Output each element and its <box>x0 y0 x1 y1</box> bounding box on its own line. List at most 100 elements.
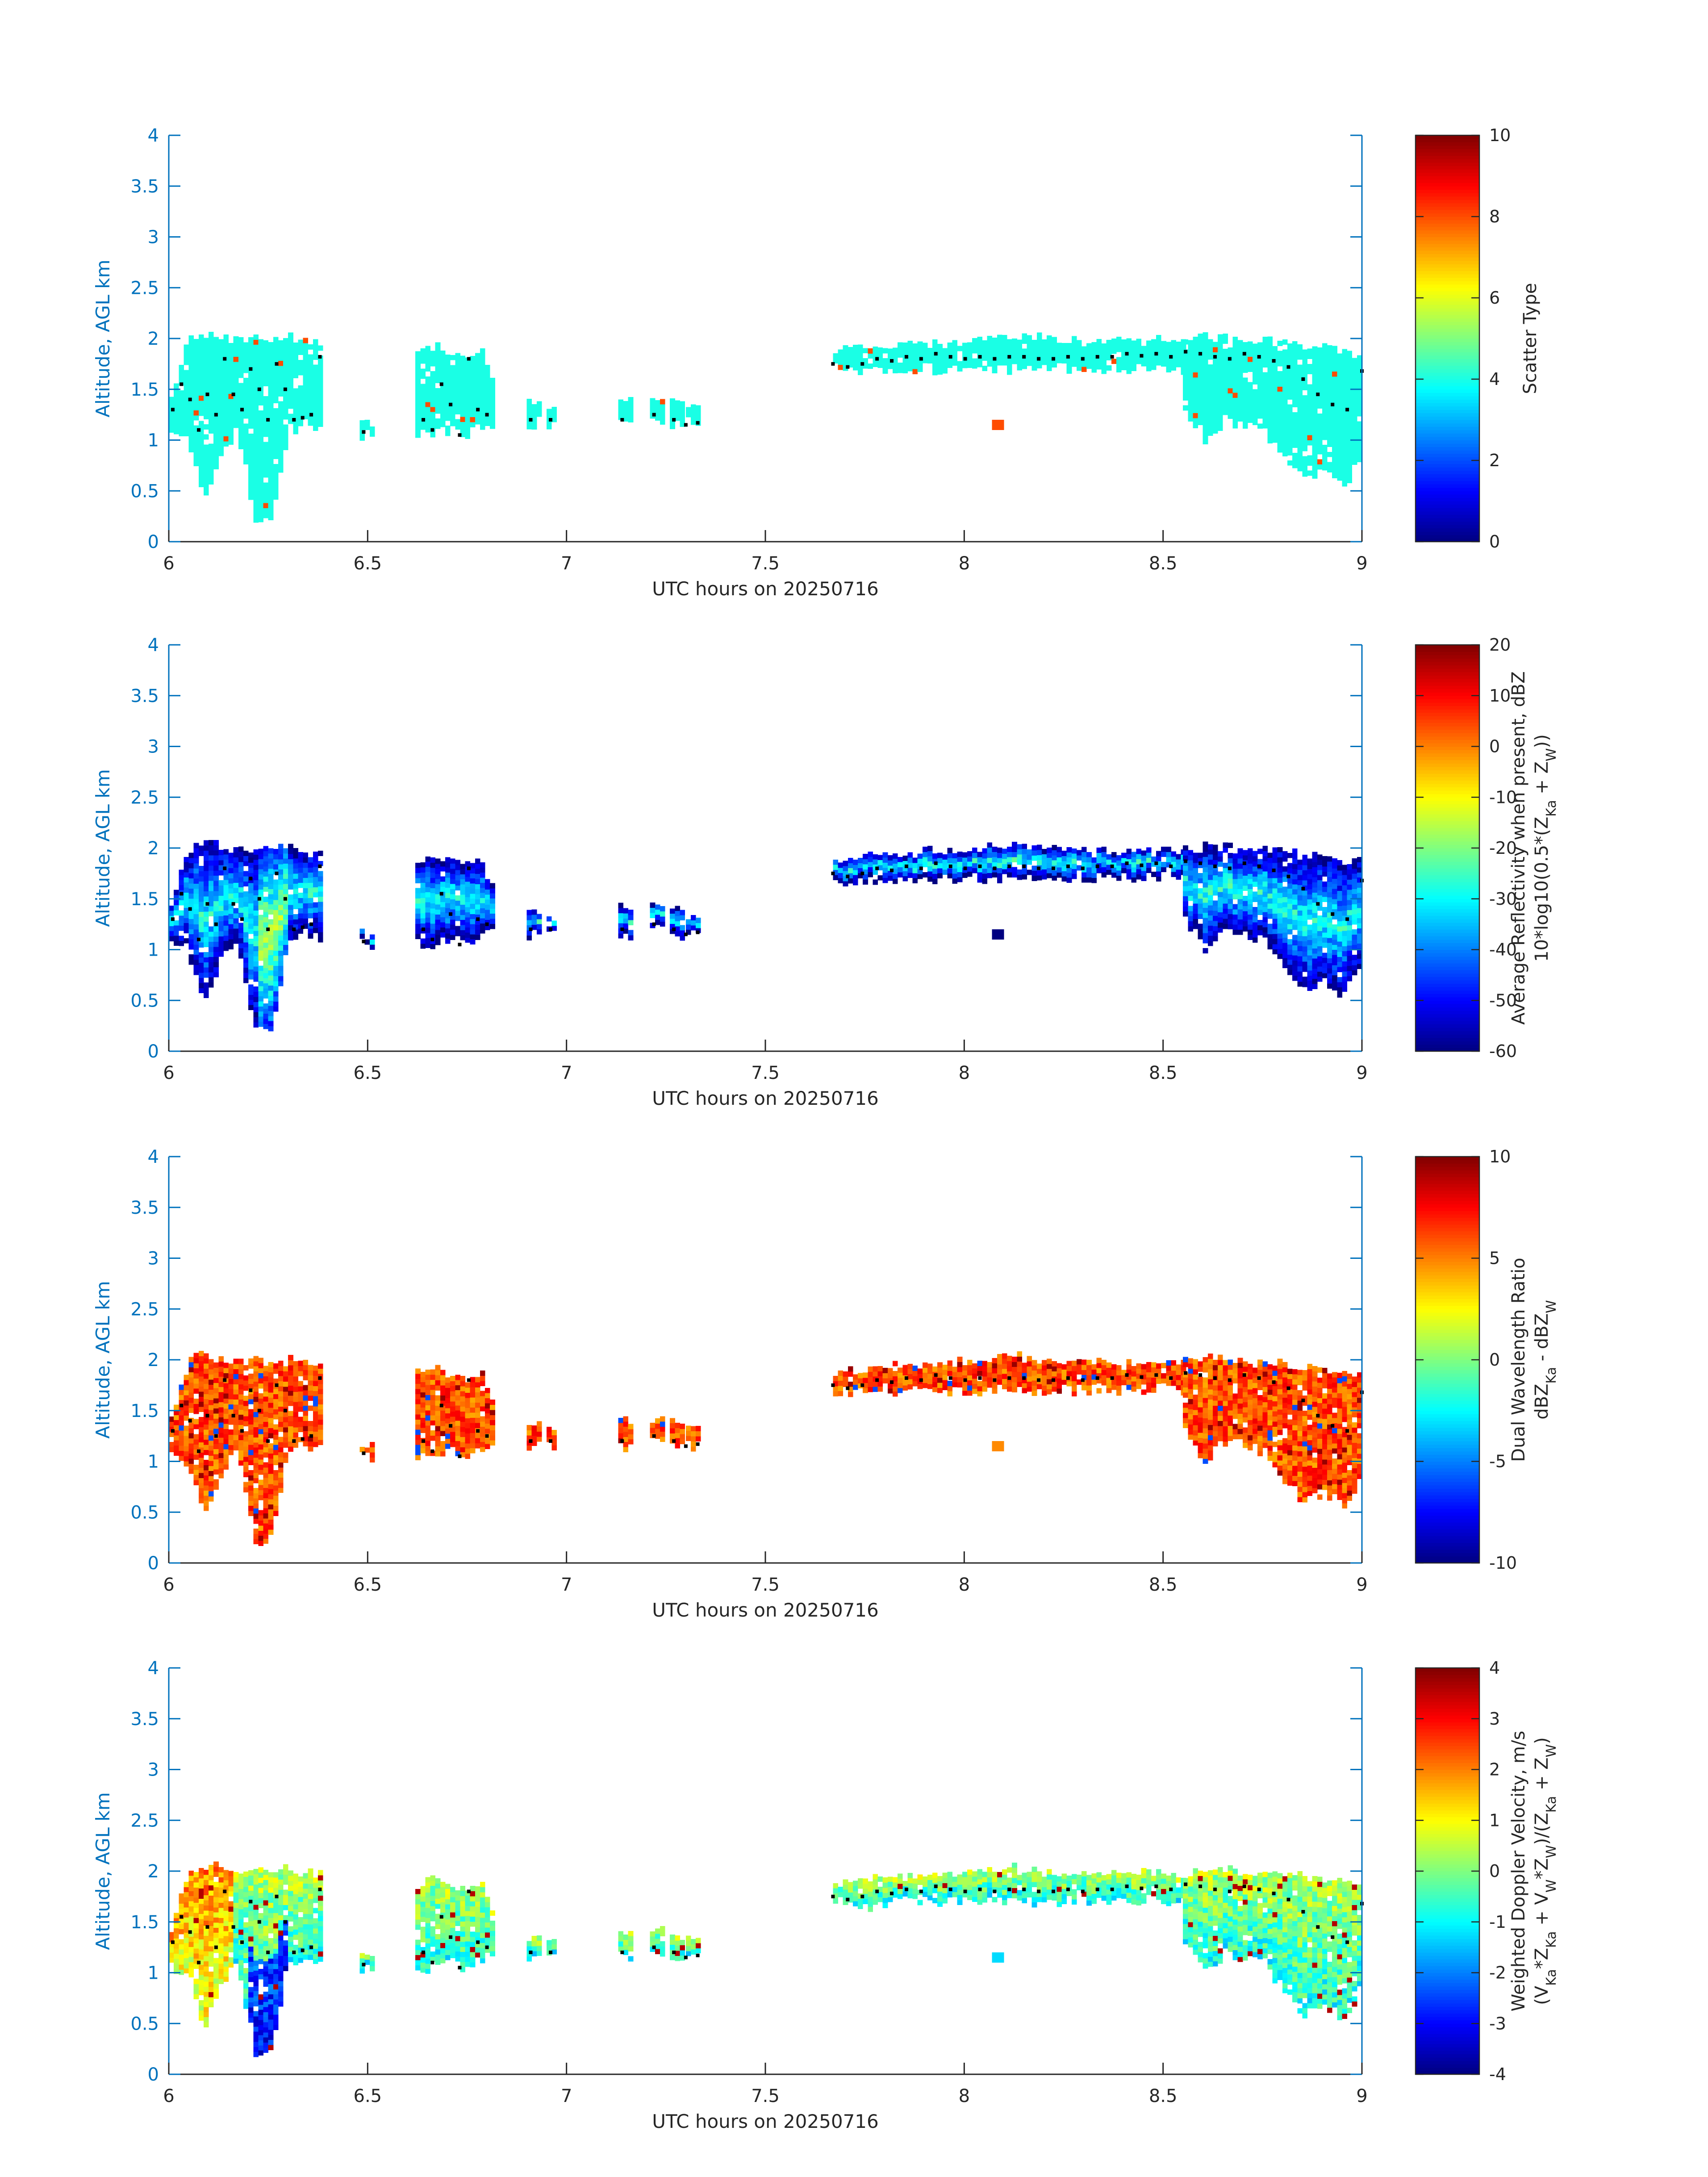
cloud-top-marker <box>205 902 209 906</box>
data-cell <box>1307 369 1313 375</box>
data-cell <box>1322 404 1328 410</box>
data-cell <box>188 923 194 929</box>
data-cell <box>203 404 209 409</box>
data-cell <box>1302 915 1307 921</box>
data-cell <box>1213 885 1218 891</box>
data-cell <box>268 1015 274 1021</box>
data-cell <box>1277 417 1283 422</box>
colorbar-band <box>1416 783 1479 788</box>
data-cell <box>1253 912 1258 918</box>
colorbar-band <box>1416 335 1479 339</box>
data-cell <box>213 337 219 343</box>
data-cell <box>1312 948 1318 954</box>
data-cell <box>278 411 284 417</box>
data-cell <box>1352 424 1357 430</box>
data-cell <box>1347 874 1353 880</box>
data-cell <box>313 892 318 898</box>
data-cell <box>1267 428 1273 434</box>
data-cell <box>470 376 476 382</box>
data-cell <box>445 898 451 903</box>
data-cell <box>293 408 298 414</box>
data-cell <box>293 889 298 894</box>
data-cell <box>1297 880 1303 886</box>
data-cell <box>1337 424 1342 430</box>
data-cell <box>1213 382 1218 388</box>
data-cell <box>1213 905 1218 911</box>
data-cell <box>268 868 274 874</box>
data-cell <box>1161 341 1166 347</box>
data-cell <box>1007 344 1012 350</box>
data-cell <box>1207 344 1213 350</box>
data-cell <box>288 884 293 890</box>
data-cell <box>650 903 656 908</box>
data-cell <box>1267 908 1273 914</box>
data-cell <box>203 1495 209 1501</box>
data-cell <box>531 919 537 925</box>
data-cell <box>213 1459 219 1465</box>
data-cell <box>1146 852 1152 858</box>
data-cell <box>233 377 239 383</box>
data-cell <box>1327 963 1332 969</box>
data-cell <box>273 372 279 378</box>
cloud-top-marker <box>1213 864 1217 868</box>
data-cell <box>213 1388 219 1393</box>
data-cell <box>480 862 485 868</box>
data-cell <box>198 375 204 380</box>
data-cell <box>455 393 460 399</box>
data-cell <box>1337 465 1342 471</box>
data-cell <box>1022 854 1027 859</box>
colorbar-band <box>1416 672 1479 676</box>
data-cell <box>184 1436 189 1441</box>
data-cell <box>873 859 878 865</box>
data-cell <box>253 451 259 457</box>
data-cell <box>193 929 199 935</box>
data-cell <box>1193 362 1199 368</box>
data-cell <box>263 856 269 861</box>
data-cell <box>179 925 184 931</box>
data-cell <box>475 873 480 879</box>
data-cell <box>1207 936 1213 941</box>
data-cell <box>1257 347 1263 353</box>
data-cell <box>1218 370 1223 375</box>
data-cell <box>450 410 455 416</box>
data-cell <box>957 861 963 867</box>
data-cell <box>1282 415 1288 421</box>
data-cell <box>1228 388 1233 393</box>
data-cell <box>203 881 209 886</box>
data-cell <box>1237 853 1243 859</box>
data-cell <box>308 877 313 883</box>
cloud-top-marker <box>919 866 923 870</box>
data-cell <box>223 849 229 855</box>
data-cell <box>455 358 460 364</box>
data-cell <box>283 384 288 389</box>
data-cell <box>1161 356 1166 362</box>
data-cell <box>445 918 451 923</box>
colorbar-label: Average Reflectivity when present, dBZ <box>1508 671 1529 1024</box>
data-cell <box>258 1011 263 1017</box>
cloud-top-marker <box>476 408 480 412</box>
data-cell <box>1193 863 1199 869</box>
data-cell <box>288 920 293 925</box>
data-cell <box>218 405 224 411</box>
data-cell <box>238 872 244 877</box>
colorbar-band <box>1416 655 1479 659</box>
data-cell <box>273 377 279 383</box>
colorbar-band <box>1416 821 1479 825</box>
data-cell <box>490 378 495 384</box>
data-cell <box>253 849 259 855</box>
cloud-top-marker <box>1125 352 1129 356</box>
y-tick-label: 3.5 <box>130 176 159 197</box>
data-cell <box>1257 910 1263 915</box>
data-cell <box>952 350 958 356</box>
data-cell <box>198 344 204 350</box>
data-cell <box>902 347 908 353</box>
data-cell <box>1207 915 1213 921</box>
data-cell <box>1282 912 1288 918</box>
data-cell <box>209 454 214 460</box>
data-cell <box>1327 953 1332 958</box>
data-cell <box>1156 340 1161 346</box>
data-cell <box>1347 386 1353 392</box>
data-cell <box>1307 899 1313 905</box>
data-cell <box>435 929 441 935</box>
data-cell <box>203 1383 209 1389</box>
